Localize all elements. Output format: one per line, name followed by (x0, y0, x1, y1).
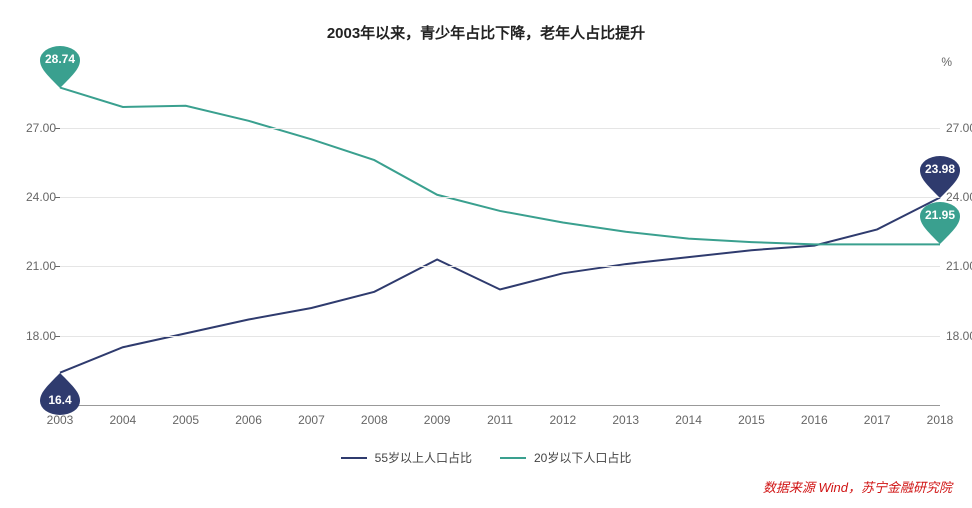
data-source: 数据来源 Wind，苏宁金融研究院 (763, 477, 952, 496)
legend-item: 20岁以下人口占比 (500, 449, 631, 466)
x-label: 2013 (612, 413, 639, 427)
x-label: 2007 (298, 413, 325, 427)
line-series (60, 88, 940, 245)
x-label: 2004 (109, 413, 136, 427)
plot-area: 18.0018.0021.0021.0024.0024.0027.0027.00… (60, 70, 940, 405)
gridline (60, 266, 940, 267)
x-label: 2006 (235, 413, 262, 427)
x-label: 2017 (864, 413, 891, 427)
legend-item: 55岁以上人口占比 (341, 449, 472, 466)
x-axis (60, 405, 940, 406)
x-label: 2012 (549, 413, 576, 427)
y-label-right: 21.00 (946, 259, 972, 273)
y-label-right: 24.00 (946, 190, 972, 204)
legend-label: 20岁以下人口占比 (534, 449, 631, 466)
legend-swatch (500, 457, 526, 459)
gridline (60, 128, 940, 129)
y-unit-right: % (941, 55, 952, 69)
chart-container: 2003年以来，青少年占比下降，老年人占比提升 % % 18.0018.0021… (0, 0, 972, 508)
x-label: 2009 (424, 413, 451, 427)
x-label: 2016 (801, 413, 828, 427)
y-label-right: 27.00 (946, 121, 972, 135)
x-label: 2008 (361, 413, 388, 427)
legend: 55岁以上人口占比 20岁以下人口占比 (0, 448, 972, 467)
chart-title: 2003年以来，青少年占比下降，老年人占比提升 (0, 22, 972, 43)
x-label: 2003 (47, 413, 74, 427)
x-label: 2005 (172, 413, 199, 427)
line-series (60, 198, 940, 373)
legend-swatch (341, 457, 367, 459)
x-label: 2011 (487, 413, 513, 427)
y-label-left: 24.00 (20, 190, 56, 204)
y-label-left: 21.00 (20, 259, 56, 273)
line-series-svg (60, 70, 940, 405)
x-label: 2018 (927, 413, 954, 427)
y-unit-left: % (44, 55, 55, 69)
x-label: 2015 (738, 413, 765, 427)
y-label-left: 27.00 (20, 121, 56, 135)
y-label-right: 18.00 (946, 329, 972, 343)
y-label-left: 18.00 (20, 329, 56, 343)
x-label: 2014 (675, 413, 702, 427)
gridline (60, 197, 940, 198)
legend-label: 55岁以上人口占比 (375, 449, 472, 466)
gridline (60, 336, 940, 337)
